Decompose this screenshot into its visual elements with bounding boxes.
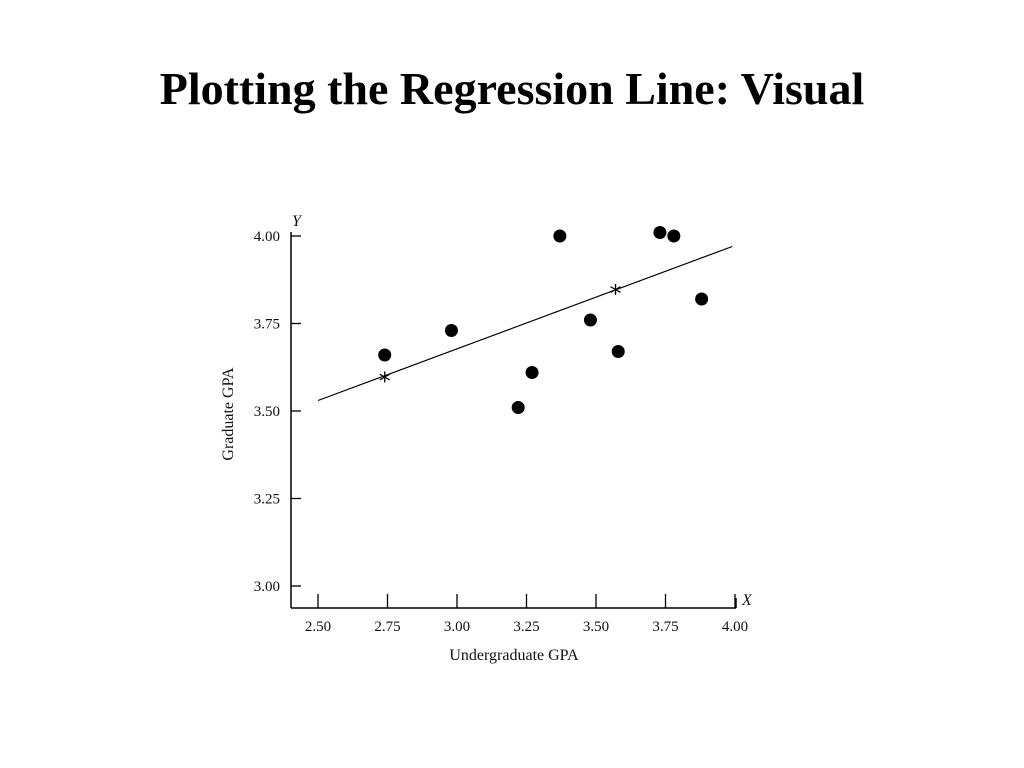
y-tick-label: 4.00 <box>254 229 280 245</box>
data-point <box>511 401 525 414</box>
x-tick-label: 2.50 <box>305 619 331 635</box>
star-marker: * <box>379 368 391 396</box>
x-tick-label: 3.00 <box>444 619 470 635</box>
data-point <box>583 313 597 327</box>
data-point <box>667 229 681 243</box>
x-tick-label: 4.00 <box>722 619 748 635</box>
data-point <box>525 366 539 379</box>
x-ticks: 2.50 2.75 3.00 3.25 3.50 3.75 4.00 <box>305 594 748 635</box>
y-tick-label: 3.75 <box>254 317 280 333</box>
y-tick-label: 3.00 <box>254 579 280 595</box>
y-tick-label: 3.25 <box>254 492 280 508</box>
y-axis-title: Graduate GPA <box>220 367 237 461</box>
regression-line <box>317 245 733 402</box>
data-point <box>695 292 709 306</box>
data-point <box>611 345 625 358</box>
x-axis-title: Undergraduate GPA <box>449 647 579 664</box>
x-tick-label: 3.50 <box>583 619 609 635</box>
x-axis-letter: X <box>741 592 753 609</box>
data-point <box>653 226 667 239</box>
slide-title: Plotting the Regression Line: Visual <box>159 63 865 114</box>
data-point <box>378 348 392 362</box>
data-points <box>378 226 709 414</box>
star-markers: ** <box>379 280 622 396</box>
y-axis-letter: Y <box>292 213 303 230</box>
axes: Y X Undergraduate GPA Graduate GPA <box>220 213 753 664</box>
star-marker: * <box>609 280 621 308</box>
y-tick-label: 3.50 <box>254 404 280 420</box>
x-tick-label: 3.75 <box>652 619 678 635</box>
data-point <box>444 324 458 337</box>
x-tick-label: 3.25 <box>513 619 539 635</box>
data-point <box>553 229 567 243</box>
y-ticks: 3.00 3.25 3.50 3.75 4.00 <box>254 229 301 595</box>
x-tick-label: 2.75 <box>374 619 400 635</box>
